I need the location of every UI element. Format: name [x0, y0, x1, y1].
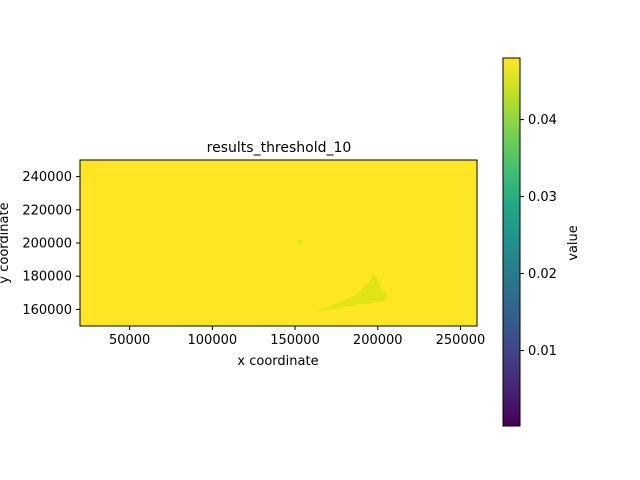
colorbar-tick-label: 0.02 — [528, 267, 557, 282]
y-tick-label: 220000 — [22, 203, 72, 218]
heatmap-feature-spot — [297, 239, 303, 246]
colorbar-gradient — [502, 57, 521, 427]
chart-title: results_threshold_10 — [207, 140, 352, 156]
colorbar-tick-label: 0.03 — [528, 190, 557, 205]
heatmap-field — [80, 160, 477, 326]
colorbar-tick-label: 0.04 — [528, 113, 557, 128]
x-axis-label: x coordinate — [237, 354, 318, 369]
plot-area — [79, 159, 478, 327]
x-tick-label: 150000 — [270, 333, 320, 348]
heatmap-features — [297, 239, 387, 312]
heatmap-feature-patch — [314, 273, 387, 312]
x-tick-label: 50000 — [109, 333, 150, 348]
x-axis: 50000 100000 150000 200000 250000 — [109, 326, 485, 348]
x-tick-label: 100000 — [188, 333, 238, 348]
y-axis: 160000 180000 200000 220000 240000 — [22, 170, 80, 318]
colorbar-label: value — [566, 225, 581, 261]
colorbar: 0.01 0.02 0.03 0.04 value — [502, 57, 581, 427]
y-tick-label: 160000 — [22, 303, 72, 318]
y-tick-label: 200000 — [22, 237, 72, 252]
y-tick-label: 240000 — [22, 170, 72, 185]
x-tick-label: 200000 — [353, 333, 403, 348]
y-axis-label: y coordinate — [0, 202, 12, 283]
colorbar-ticks: 0.01 0.02 0.03 0.04 — [520, 113, 557, 359]
x-tick-label: 250000 — [436, 333, 486, 348]
y-tick-label: 180000 — [22, 270, 72, 285]
colorbar-tick-label: 0.01 — [528, 344, 557, 359]
